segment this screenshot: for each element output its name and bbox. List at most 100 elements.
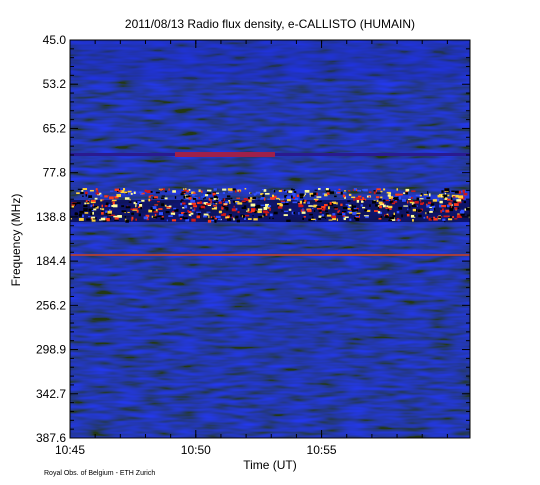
burst-speck	[382, 199, 386, 202]
burst-speck	[127, 211, 130, 213]
burst-speck	[311, 216, 314, 219]
burst-speck	[347, 200, 351, 202]
burst-speck	[210, 216, 213, 218]
texture	[70, 40, 470, 438]
burst-speck	[463, 192, 468, 196]
burst-speck	[385, 207, 389, 209]
burst-speck	[206, 192, 212, 195]
burst-speck	[454, 207, 458, 210]
burst-speck	[85, 194, 87, 197]
burst-speck	[376, 199, 379, 202]
burst-speck	[393, 201, 398, 203]
burst-speck	[183, 213, 188, 215]
burst-speck	[79, 202, 81, 205]
burst-speck	[416, 205, 418, 207]
burst-speck	[303, 216, 306, 218]
ripple-band	[70, 40, 470, 80]
burst-speck	[174, 208, 179, 212]
burst-speck	[108, 204, 111, 208]
burst-speck	[444, 219, 446, 223]
burst-speck	[314, 209, 316, 212]
burst-speck	[302, 217, 304, 220]
burst-speck	[385, 199, 389, 202]
burst-speck	[356, 200, 360, 203]
burst-speck	[105, 212, 109, 215]
burst-speck	[152, 206, 157, 209]
burst-speck	[380, 190, 383, 193]
burst-speck	[316, 206, 321, 208]
burst-speck	[104, 195, 108, 198]
burst-speck	[235, 208, 238, 211]
burst-speck	[82, 188, 88, 191]
burst-speck	[443, 215, 448, 218]
burst-speck	[341, 210, 347, 213]
burst-speck	[351, 196, 356, 199]
burst-speck	[178, 213, 184, 217]
burst-speck	[180, 199, 184, 201]
burst-speck	[437, 194, 442, 198]
burst-speck	[80, 191, 84, 194]
burst-speck	[207, 204, 212, 207]
burst-speck	[166, 206, 172, 209]
burst-speck	[380, 215, 383, 218]
burst-speck	[324, 203, 328, 207]
burst-speck	[151, 215, 153, 218]
burst-speck	[252, 215, 254, 217]
burst-speck	[83, 208, 88, 210]
burst-speck	[105, 210, 108, 213]
burst-speck	[233, 217, 235, 221]
burst-speck	[203, 213, 209, 216]
burst-speck	[303, 199, 305, 202]
burst-speck	[235, 215, 239, 219]
burst-speck	[189, 192, 191, 194]
burst-speck	[71, 204, 76, 206]
burst-speck	[337, 192, 341, 194]
burst-speck	[238, 190, 241, 193]
burst-speck	[88, 216, 91, 218]
burst-speck	[95, 188, 98, 191]
burst-speck	[465, 208, 470, 211]
burst-speck	[318, 188, 321, 190]
burst-speck	[251, 209, 255, 212]
burst-speck	[198, 196, 200, 199]
burst-speck	[83, 204, 88, 208]
burst-speck	[351, 205, 357, 208]
burst-speck	[449, 216, 452, 219]
burst-speck	[273, 195, 277, 199]
burst-speck	[325, 189, 331, 193]
burst-speck	[342, 192, 347, 194]
burst-speck	[213, 205, 217, 207]
burst-speck	[390, 219, 396, 221]
burst-speck	[173, 207, 177, 210]
y-tick-label: 53.2	[43, 77, 67, 91]
burst-speck	[179, 218, 183, 220]
burst-speck	[160, 189, 162, 191]
burst-speck	[414, 214, 416, 217]
burst-speck	[454, 201, 458, 203]
burst-speck	[243, 205, 247, 208]
y-tick-label: 387.6	[36, 431, 66, 445]
chart-title: 2011/08/13 Radio flux density, e-CALLIST…	[125, 17, 415, 31]
burst-speck	[101, 199, 105, 201]
burst-speck	[121, 210, 127, 213]
burst-speck	[362, 198, 367, 201]
burst-speck	[213, 215, 215, 218]
burst-speck	[103, 216, 107, 218]
burst-speck	[89, 189, 94, 192]
burst-speck	[262, 215, 264, 218]
burst-speck	[247, 208, 250, 212]
burst-speck	[232, 200, 235, 203]
burst-speck	[312, 207, 314, 210]
burst-speck	[170, 212, 176, 215]
burst-speck	[203, 198, 205, 200]
burst-speck	[451, 190, 455, 192]
burst-speck	[132, 209, 138, 211]
burst-speck	[427, 211, 429, 215]
burst-speck	[277, 205, 279, 208]
burst-speck	[407, 198, 411, 201]
burst-speck	[441, 190, 444, 193]
burst-speck	[387, 199, 391, 202]
burst-speck	[322, 216, 325, 218]
burst-speck	[441, 208, 444, 211]
burst-speck	[241, 200, 246, 203]
